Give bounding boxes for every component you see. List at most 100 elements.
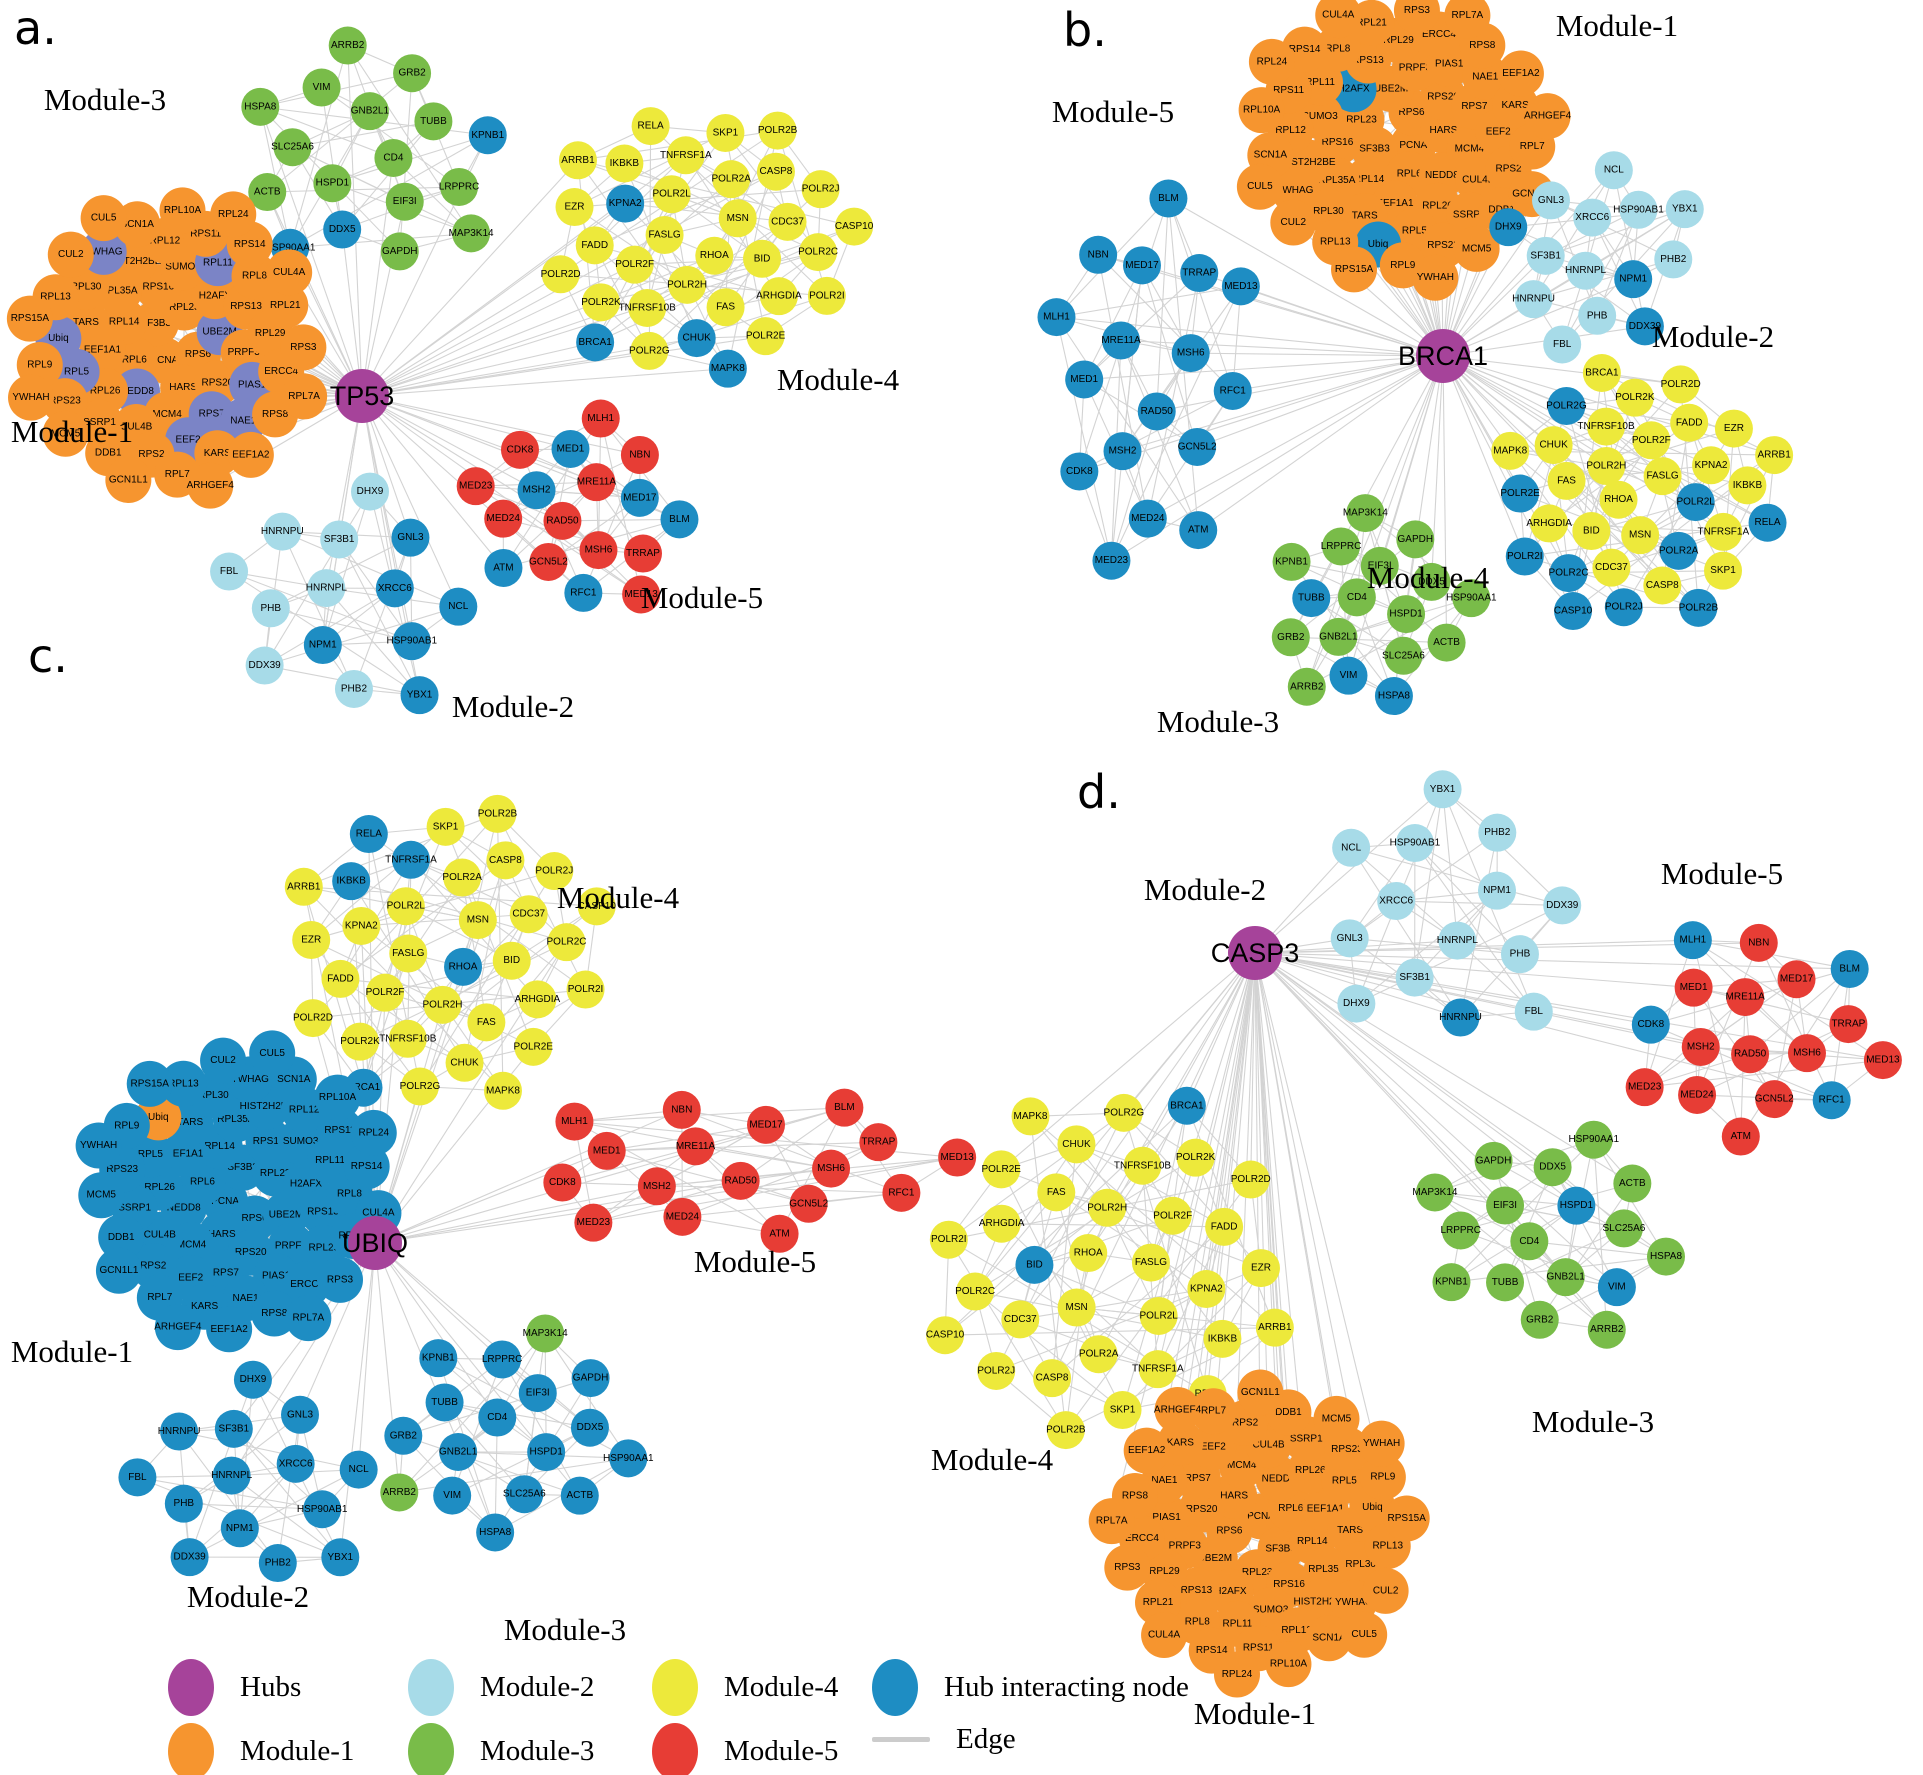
node-a-MAPK8[interactable]: MAPK8 [708,349,747,388]
node-a-NCL[interactable]: NCL [439,587,478,626]
node-a-FASLG[interactable]: FASLG [645,216,684,255]
node-c-RPS3[interactable]: RPS3 [316,1256,363,1303]
node-b-XRCC6[interactable]: XRCC6 [1573,198,1612,237]
node-b-TUBB[interactable]: TUBB [1292,579,1331,618]
node-c-MAPK8[interactable]: MAPK8 [483,1071,522,1110]
node-c-MRE11A[interactable]: MRE11A [676,1127,716,1166]
node-c-SKP1[interactable]: SKP1 [426,807,465,846]
node-c-RHOA[interactable]: RHOA [444,947,483,986]
node-a-HNRNPU[interactable]: HNRNPU [261,512,304,551]
node-b-RHOA[interactable]: RHOA [1599,480,1638,519]
node-d-YBX1[interactable]: YBX1 [1423,770,1462,809]
node-a-HSP90AB1[interactable]: HSP90AB1 [386,622,438,661]
node-c-POLR2B[interactable]: POLR2B [478,794,518,833]
node-b-FADD[interactable]: FADD [1670,403,1709,442]
node-c-RPL24[interactable]: RPL24 [350,1109,397,1156]
node-c-POLR2E[interactable]: POLR2E [514,1027,554,1066]
node-a-MED24[interactable]: MED24 [484,499,523,538]
hub-TP53[interactable]: TP53 [330,369,395,423]
node-d-MED1[interactable]: MED1 [1674,968,1713,1007]
node-d-HSP90AB1[interactable]: HSP90AB1 [1390,824,1441,863]
node-a-RHOA[interactable]: RHOA [695,236,734,275]
node-a-HSPA8[interactable]: HSPA8 [241,87,280,126]
node-c-MSH6[interactable]: MSH6 [812,1149,851,1188]
node-b-MSH6[interactable]: MSH6 [1171,334,1210,373]
node-b-PHB[interactable]: PHB [1578,296,1617,335]
node-d-TRRAP[interactable]: TRRAP [1829,1005,1868,1044]
node-d-RPL10A[interactable]: RPL10A [1265,1641,1312,1688]
node-a-TNFRSF1A[interactable]: TNFRSF1A [660,136,712,175]
node-c-RPS8[interactable]: RPS8 [251,1290,298,1337]
node-b-ARRB2[interactable]: ARRB2 [1287,667,1326,706]
node-a-MSH2[interactable]: MSH2 [517,471,556,510]
node-d-KPNB1[interactable]: KPNB1 [1432,1263,1471,1302]
node-c-MCM5[interactable]: MCM5 [78,1172,125,1219]
node-d-POLR2J[interactable]: POLR2J [977,1351,1016,1390]
node-a-ARRB2[interactable]: ARRB2 [328,26,367,65]
node-b-MCM5[interactable]: MCM5 [1453,225,1500,272]
node-d-HSP90AA1[interactable]: HSP90AA1 [1568,1120,1619,1159]
node-a-SF3B1[interactable]: SF3B1 [320,520,359,559]
node-b-GNL3[interactable]: GNL3 [1531,181,1570,220]
node-c-FADD[interactable]: FADD [321,959,360,998]
node-d-CASP8[interactable]: CASP8 [1033,1359,1072,1398]
node-d-BLM[interactable]: BLM [1830,949,1869,988]
node-a-MSH6[interactable]: MSH6 [579,531,618,570]
node-d-RPS3[interactable]: RPS3 [1104,1544,1151,1591]
node-b-IKBKB[interactable]: IKBKB [1728,466,1767,505]
node-d-ARHGDIA[interactable]: ARHGDIA [979,1204,1025,1243]
node-b-CDK8[interactable]: CDK8 [1060,452,1099,491]
node-d-RPL24[interactable]: RPL24 [1213,1651,1260,1698]
node-d-POLR2C[interactable]: POLR2C [955,1272,995,1311]
node-b-YBX1[interactable]: YBX1 [1665,190,1704,229]
node-c-MED13[interactable]: MED13 [938,1138,977,1177]
node-d-POLR2H[interactable]: POLR2H [1087,1188,1127,1227]
node-c-PHB[interactable]: PHB [164,1484,203,1523]
node-c-POLR2D[interactable]: POLR2D [293,999,333,1038]
node-b-HSPA8[interactable]: HSPA8 [1374,677,1413,716]
node-b-BID[interactable]: BID [1572,512,1611,551]
node-d-MAPK8[interactable]: MAPK8 [1011,1097,1050,1136]
node-d-POLR2G[interactable]: POLR2G [1104,1093,1145,1132]
node-c-HSP90AA1[interactable]: HSP90AA1 [603,1439,654,1478]
node-a-CUL5[interactable]: CUL5 [80,195,127,242]
node-d-MRE11A[interactable]: MRE11A [1726,978,1766,1017]
node-b-PHB2[interactable]: PHB2 [1654,240,1693,279]
node-b-POLR2G[interactable]: POLR2G [1546,386,1587,425]
node-b-SF3B1[interactable]: SF3B1 [1526,236,1565,275]
node-a-EEF1A2[interactable]: EEF1A2 [227,431,274,478]
node-b-MRE11A[interactable]: MRE11A [1101,321,1141,360]
node-a-DDX5[interactable]: DDX5 [323,210,362,249]
node-d-RPS15A[interactable]: RPS15A [1383,1495,1430,1542]
node-a-TUBB[interactable]: TUBB [414,102,453,141]
node-c-MED24[interactable]: MED24 [663,1197,702,1236]
node-b-FAS[interactable]: FAS [1547,461,1586,500]
node-a-POLR2F[interactable]: POLR2F [615,245,654,284]
node-d-EZR[interactable]: EZR [1241,1249,1280,1288]
node-c-ARRB2[interactable]: ARRB2 [380,1473,419,1512]
node-b-CASP10[interactable]: CASP10 [1554,592,1593,631]
node-b-CHUK[interactable]: CHUK [1534,426,1573,465]
hub-UBIQ[interactable]: UBIQ [342,1216,408,1270]
node-d-CASP10[interactable]: CASP10 [926,1316,965,1355]
node-a-DDX39[interactable]: DDX39 [245,646,284,685]
node-b-RFC1[interactable]: RFC1 [1213,371,1252,410]
node-b-MSN[interactable]: MSN [1621,516,1660,555]
node-d-PHB[interactable]: PHB [1500,935,1539,974]
node-c-GAPDH[interactable]: GAPDH [571,1359,610,1398]
node-a-MLH1[interactable]: MLH1 [581,399,620,438]
node-b-GNB2L1[interactable]: GNB2L1 [1319,617,1358,656]
node-c-IKBKB[interactable]: IKBKB [332,862,371,901]
node-b-GCN5L2[interactable]: GCN5L2 [1178,427,1217,466]
node-b-ATM[interactable]: ATM [1179,511,1218,550]
node-d-POLR2K[interactable]: POLR2K [1176,1138,1216,1177]
node-a-BLM[interactable]: BLM [660,500,699,539]
node-c-SF3B1[interactable]: SF3B1 [214,1409,253,1448]
node-b-POLR2I[interactable]: POLR2I [1505,537,1544,576]
node-a-RAD50[interactable]: RAD50 [543,501,582,540]
node-b-LRPPRC[interactable]: LRPPRC [1321,527,1362,566]
node-d-DDX5[interactable]: DDX5 [1533,1148,1572,1187]
node-b-POLR2D[interactable]: POLR2D [1661,365,1701,404]
node-a-CHUK[interactable]: CHUK [677,319,716,358]
node-c-RPL7A[interactable]: RPL7A [285,1295,332,1342]
